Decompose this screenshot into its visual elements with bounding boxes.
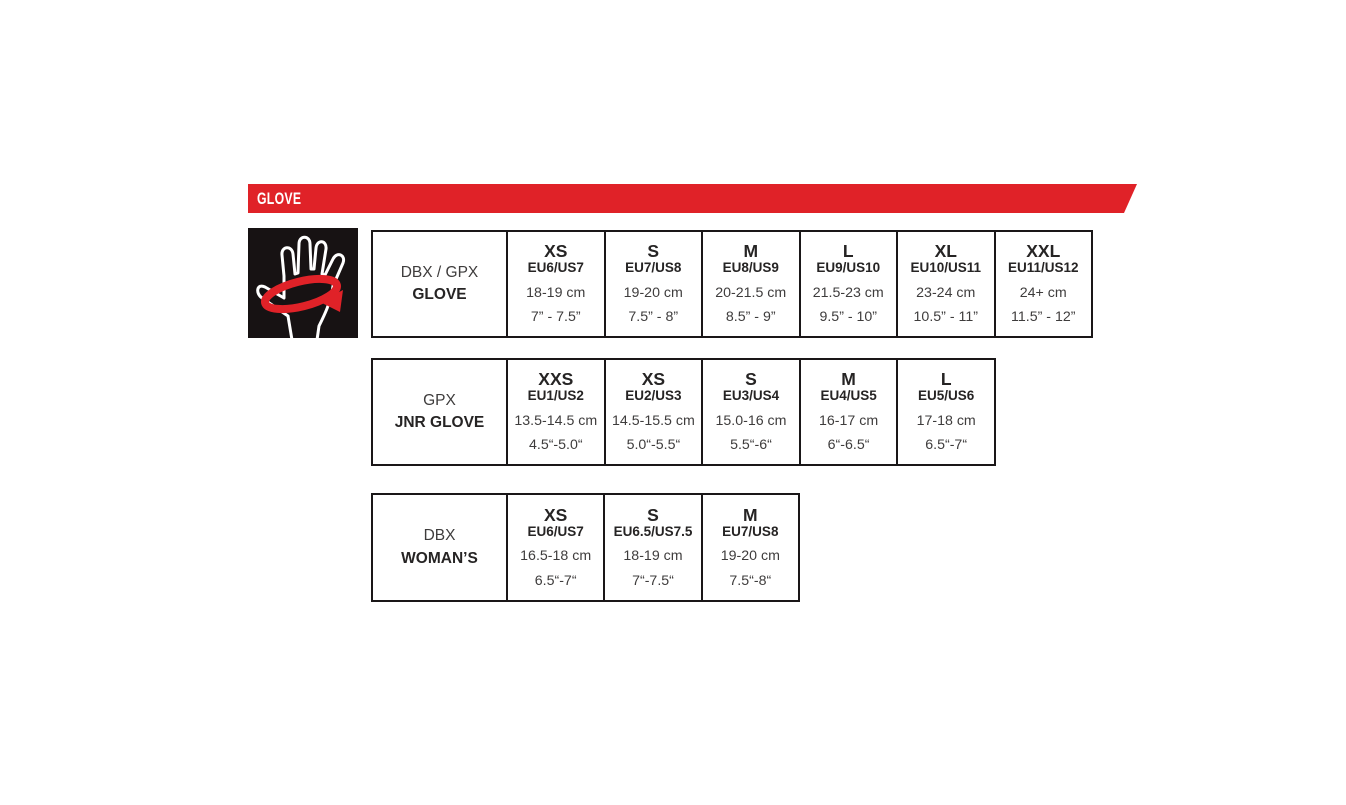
eu-us-size-label: EU8/US9 [722, 260, 779, 276]
inch-range-value: 7” - 7.5” [530, 309, 581, 326]
eu-us-size-label: EU6/US7 [527, 260, 584, 276]
table-label-cell-gpx-jnr-glove: GPX JNR GLOVE [373, 360, 506, 464]
size-cell-gpx-jnr-glove-l: L EU5/US6 17-18 cm 6.5“-7“ [896, 360, 994, 464]
size-cell-gpx-jnr-glove-m: M EU4/US5 16-17 cm 6“-6.5“ [798, 360, 897, 464]
table-label-line1: GPX [423, 391, 456, 409]
inch-range-value: 6.5“-7“ [534, 572, 577, 589]
size-cell-dbx-gpx-glove-xxl: XXL EU11/US12 24+ cm 11.5” - 12” [993, 232, 1092, 336]
size-label: M [841, 369, 856, 390]
cm-range-value: 20-21.5 cm [715, 284, 787, 301]
cm-range-value: 15.0-16 cm [715, 412, 787, 429]
size-cell-dbx-womans-s: S EU6.5/US7.5 18-19 cm 7“-7.5“ [603, 495, 700, 600]
size-cell-gpx-jnr-glove-xs: XS EU2/US3 14.5-15.5 cm 5.0“-5.5“ [603, 360, 702, 464]
eu-us-size-label: EU2/US3 [625, 388, 682, 404]
inch-range-value: 5.5“-6“ [730, 437, 772, 454]
hand-measure-icon-svg [248, 228, 358, 338]
measure-band-arrowhead-icon [320, 290, 343, 312]
size-label: XXS [538, 369, 574, 390]
table-label-line1: DBX [423, 527, 456, 545]
size-label: XS [641, 369, 666, 390]
size-label: S [745, 369, 757, 390]
size-table-dbx-gpx-glove: DBX / GPX GLOVE XS EU6/US7 18-19 cm 7” - 7.5”… [371, 230, 1093, 338]
cm-range-value: 16-17 cm [819, 412, 879, 429]
hand-outline-icon [256, 235, 346, 338]
eu-us-size-label: EU6/US7 [527, 523, 584, 539]
eu-us-size-label: EU4/US5 [820, 388, 877, 404]
cm-range-value: 19-20 cm [623, 284, 683, 301]
size-cell-dbx-gpx-glove-xs: XS EU6/US7 18-19 cm 7” - 7.5” [506, 232, 604, 336]
size-cell-dbx-gpx-glove-l: L EU9/US10 21.5-23 cm 9.5” - 10” [798, 232, 897, 336]
cm-range-value: 21.5-23 cm [812, 284, 884, 301]
table-label-line2: JNR GLOVE [394, 414, 485, 431]
size-label: S [647, 241, 660, 262]
inch-range-value: 11.5” - 12” [1011, 309, 1076, 326]
inch-range-value: 9.5” - 10” [819, 309, 878, 326]
size-label: M [743, 241, 759, 262]
eu-us-size-label: EU11/US12 [1007, 260, 1079, 276]
size-cell-dbx-gpx-glove-s: S EU7/US8 19-20 cm 7.5” - 8” [603, 232, 702, 336]
eu-us-size-label: EU3/US4 [722, 388, 780, 404]
cm-range-value: 18-19 cm [623, 548, 683, 565]
inch-range-value: 4.5“-5.0“ [528, 437, 583, 454]
eu-us-size-label: EU6.5/US7.5 [613, 523, 693, 539]
inch-range-value: 7.5” - 8” [628, 309, 679, 326]
size-label: XS [543, 504, 568, 525]
table-label-line2: WOMAN’S [401, 549, 478, 567]
size-label: S [647, 504, 659, 525]
size-label: L [940, 369, 952, 390]
size-label: XL [934, 241, 957, 262]
eu-us-size-label: EU7/US8 [625, 260, 682, 276]
hand-measure-icon [248, 228, 358, 338]
size-cell-dbx-gpx-glove-m: M EU8/US9 20-21.5 cm 8.5” - 9” [701, 232, 799, 336]
cm-range-value: 17-18 cm [916, 412, 976, 429]
inch-range-value: 8.5” - 9” [725, 309, 776, 326]
table-label-line1: DBX / GPX [400, 263, 479, 281]
banner-title: GLOVE [257, 188, 302, 208]
table-label-cell-dbx-womans: DBX WOMAN’S [373, 495, 506, 600]
size-table-dbx-womans: DBX WOMAN’S XS EU6/US7 16.5-18 cm 6.5“-7“ S EU6… [371, 493, 800, 602]
cm-range-value: 13.5-14.5 cm [514, 412, 598, 429]
inch-range-value: 5.0“-5.5“ [626, 437, 681, 454]
eu-us-size-label: EU1/US2 [527, 388, 584, 404]
cm-range-value: 16.5-18 cm [520, 548, 592, 565]
inch-range-value: 6.5“-7“ [925, 437, 968, 454]
size-cell-dbx-gpx-glove-xl: XL EU10/US11 23-24 cm 10.5” - 11” [896, 232, 994, 336]
eu-us-size-label: EU7/US8 [722, 523, 779, 539]
size-cell-gpx-jnr-glove-s: S EU3/US4 15.0-16 cm 5.5“-6“ [701, 360, 799, 464]
size-label: L [842, 241, 854, 262]
cm-range-value: 19-20 cm [720, 548, 780, 565]
cm-range-value: 23-24 cm [916, 284, 976, 301]
size-label: M [743, 504, 758, 525]
size-table-gpx-jnr-glove: GPX JNR GLOVE XXS EU1/US2 13.5-14.5 cm 4.5“-5… [371, 358, 996, 466]
eu-us-size-label: EU9/US10 [816, 260, 881, 276]
eu-us-size-label: EU5/US6 [918, 388, 975, 404]
inch-range-value: 6“-6.5“ [827, 437, 870, 454]
size-cell-dbx-womans-m: M EU7/US8 19-20 cm 7.5“-8“ [700, 495, 798, 600]
size-label: XS [544, 241, 568, 262]
size-cell-dbx-womans-xs: XS EU6/US7 16.5-18 cm 6.5“-7“ [506, 495, 603, 600]
inch-range-value: 10.5” - 11” [913, 309, 978, 326]
eu-us-size-label: EU10/US11 [910, 260, 982, 276]
measure-band-icon [260, 274, 342, 314]
table-label-cell-dbx-gpx-glove: DBX / GPX GLOVE [373, 232, 506, 336]
cm-range-value: 18-19 cm [526, 284, 586, 301]
cm-range-value: 14.5-15.5 cm [611, 412, 695, 429]
inch-range-value: 7.5“-8“ [729, 572, 772, 589]
table-label-line2: GLOVE [412, 286, 467, 303]
inch-range-value: 7“-7.5“ [632, 572, 674, 589]
glove-section-banner: GLOVE [248, 184, 1137, 213]
size-cell-gpx-jnr-glove-xxs: XXS EU1/US2 13.5-14.5 cm 4.5“-5.0“ [506, 360, 604, 464]
cm-range-value: 24+ cm [1019, 284, 1067, 301]
size-label: XXL [1026, 241, 1061, 262]
